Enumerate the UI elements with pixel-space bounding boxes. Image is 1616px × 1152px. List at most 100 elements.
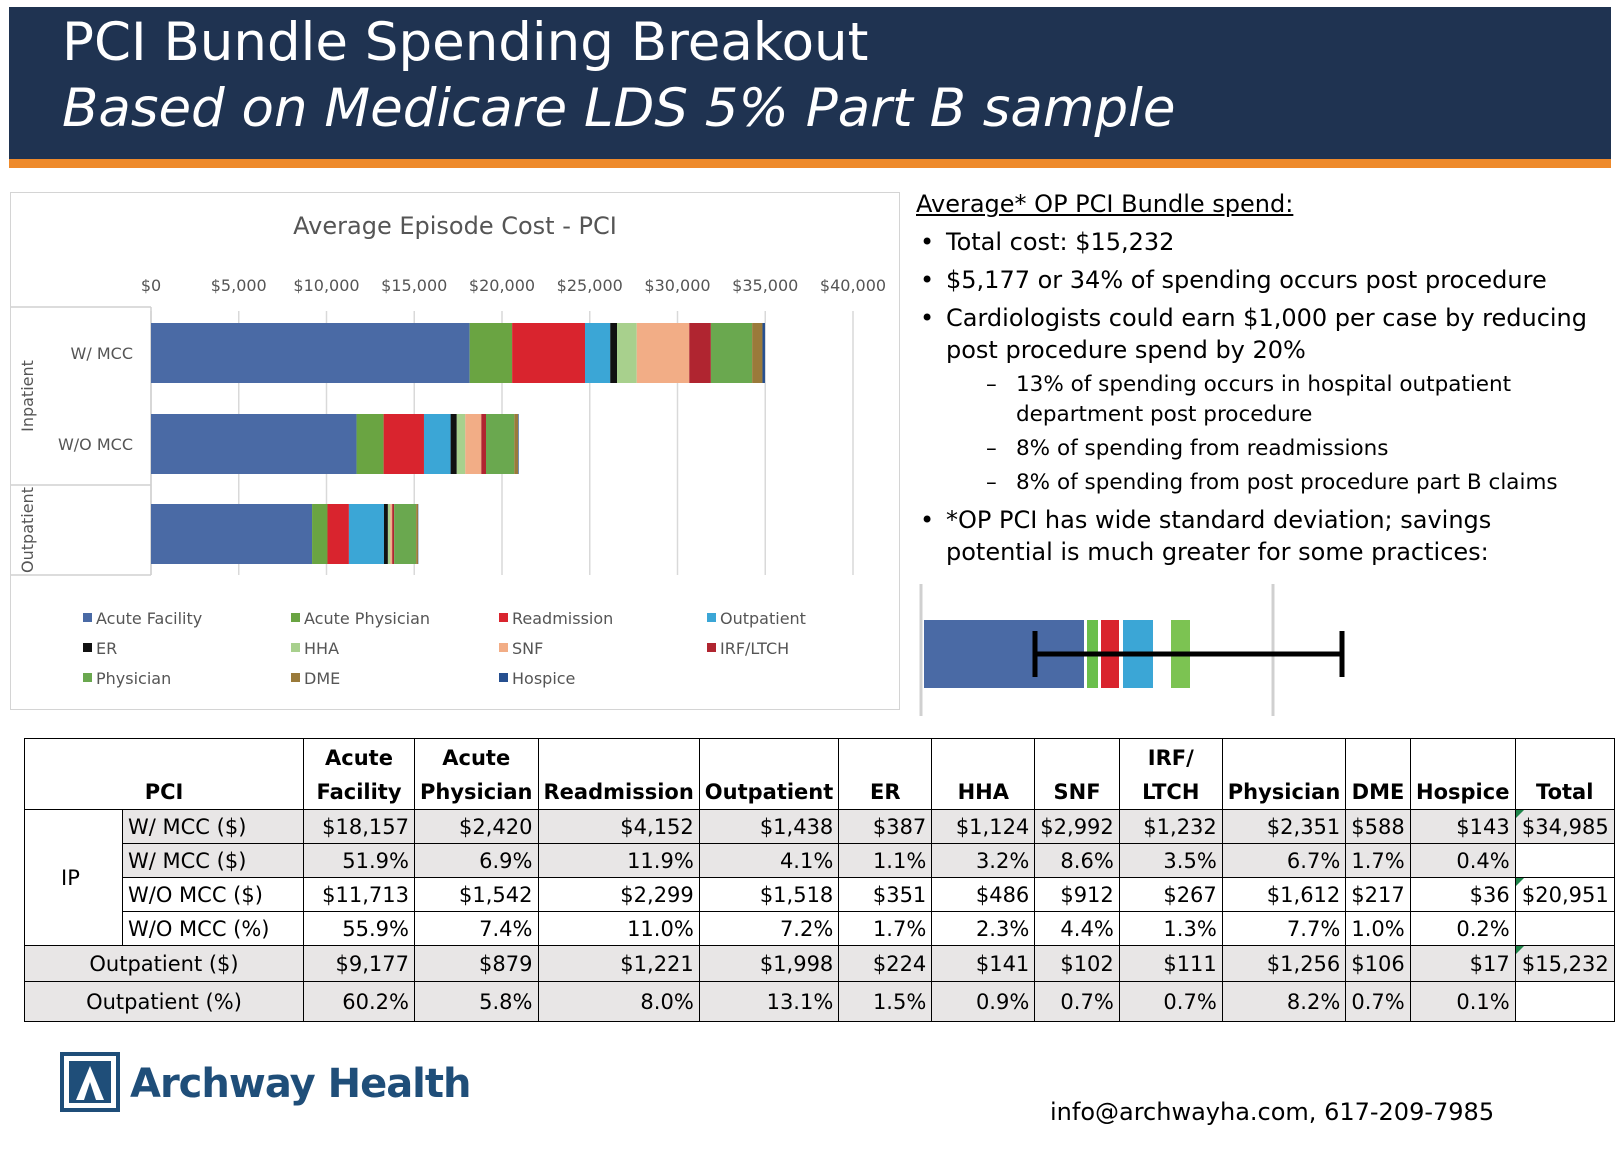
table-cell: 4.4% — [1034, 911, 1120, 946]
legend-label: HHA — [304, 639, 339, 658]
table-cell: $224 — [838, 945, 933, 982]
table-cell: 6.7% — [1221, 843, 1347, 878]
row-label: Outpatient ($) — [24, 945, 304, 982]
bar-segment — [636, 323, 690, 383]
note-standard-deviation: *OP PCI has wide standard deviation; sav… — [916, 504, 1606, 568]
bar-segment — [356, 414, 384, 474]
table-cell: $2,299 — [537, 877, 700, 912]
bar-segment — [312, 504, 328, 564]
table-cell: 0.4% — [1409, 843, 1516, 878]
bar-segment — [584, 323, 611, 383]
table-cell: 11.9% — [537, 843, 700, 878]
bar-segment — [348, 504, 384, 564]
bar-segment — [383, 414, 424, 474]
bar-segment — [416, 504, 419, 564]
category-label: W/O MCC — [58, 435, 133, 454]
bar-segment — [518, 414, 519, 474]
table-cell: 3.5% — [1118, 843, 1223, 878]
table-cell: $1,232 — [1118, 809, 1223, 844]
col-irf-line2: LTCH — [1142, 780, 1200, 804]
note-sd-line2: potential is much greater for some pract… — [946, 538, 1489, 566]
table-cell: 7.2% — [698, 911, 840, 946]
table-cell: 1.7% — [838, 911, 933, 946]
table-cell: 13.1% — [698, 981, 840, 1022]
table-cell: $1,438 — [698, 809, 840, 844]
legend-swatch — [83, 673, 92, 682]
legend-swatch — [707, 613, 716, 622]
total-cell — [1514, 981, 1615, 1022]
table-cell: $4,152 — [537, 809, 700, 844]
table-cell: 0.1% — [1409, 981, 1516, 1022]
page-subtitle: Based on Medicare LDS 5% Part B sample — [62, 78, 1176, 139]
table-cell: $2,992 — [1034, 809, 1120, 844]
col-snf: SNF — [1034, 738, 1120, 810]
std-dev-mini-chart — [919, 584, 1345, 716]
bar-segment — [390, 504, 393, 564]
subnote-readmissions: 8% of spending from readmissions — [916, 434, 1606, 464]
table-cell: 3.2% — [931, 843, 1036, 878]
total-cell — [1514, 843, 1615, 878]
legend-label: Acute Facility — [96, 609, 202, 628]
legend-label: Readmission — [512, 609, 613, 628]
legend-swatch — [707, 643, 716, 652]
legend-swatch — [499, 643, 508, 652]
table-cell: $879 — [414, 945, 539, 982]
x-tick-label: $20,000 — [469, 276, 535, 295]
table-cell: $217 — [1345, 877, 1411, 912]
col-acute-facility: Acute Facility — [303, 738, 415, 810]
table-cell: 60.2% — [303, 981, 415, 1022]
bar-segment — [762, 323, 765, 383]
table-cell: 0.9% — [931, 981, 1036, 1022]
legend-swatch — [83, 613, 92, 622]
category-label: W/ MCC — [71, 344, 133, 363]
legend-label: Hospice — [512, 669, 575, 688]
table-cell: 5.8% — [414, 981, 539, 1022]
bar-segment — [512, 323, 585, 383]
logo-text: Archway Health — [130, 1061, 471, 1107]
table-cell: 1.5% — [838, 981, 933, 1022]
bar-segment — [394, 504, 417, 564]
legend-label: SNF — [512, 639, 543, 658]
col-acute-physician-line1: Acute — [442, 746, 511, 770]
bar-segment — [514, 414, 519, 474]
x-tick-label: $10,000 — [293, 276, 359, 295]
table-cell: 7.4% — [414, 911, 539, 946]
table-cell: 6.9% — [414, 843, 539, 878]
bar-segment — [752, 323, 763, 383]
bar-segment — [689, 323, 711, 383]
table-cell: $1,998 — [698, 945, 840, 982]
bar-segment — [465, 414, 482, 474]
table-cell: $1,124 — [931, 809, 1036, 844]
legend-label: IRF/LTCH — [720, 639, 789, 658]
bar-segment — [387, 504, 391, 564]
header-accent-bar — [9, 159, 1611, 168]
table-cell: $1,221 — [537, 945, 700, 982]
table-cell: 8.0% — [537, 981, 700, 1022]
bar-segment — [392, 504, 395, 564]
notes-heading: Average* OP PCI Bundle spend: — [916, 190, 1294, 218]
table-cell: $588 — [1345, 809, 1411, 844]
ip-group-label: IP — [24, 809, 123, 946]
header-banner — [9, 7, 1611, 159]
table-row: Outpatient ($) $9,177 $879 $1,221 $1,998 $224… — [24, 945, 1615, 982]
table-cell: 2.3% — [931, 911, 1036, 946]
row-label: W/O MCC ($) — [122, 877, 304, 912]
table-cell: $141 — [931, 945, 1036, 982]
table-cell: 0.7% — [1345, 981, 1411, 1022]
table-cell: 55.9% — [303, 911, 415, 946]
legend-label: Acute Physician — [304, 609, 430, 628]
note-cardiologists-line1: Cardiologists could earn $1,000 per case… — [946, 304, 1588, 332]
note-cardiologists-line2: post procedure spend by 20% — [946, 336, 1306, 364]
table-cell: 7.7% — [1221, 911, 1347, 946]
x-tick-label: $5,000 — [211, 276, 267, 295]
bar-segment — [327, 504, 349, 564]
table-cell: 4.1% — [698, 843, 840, 878]
col-irf-ltch: IRF/LTCH — [1118, 738, 1223, 810]
legend-swatch — [291, 613, 300, 622]
archway-logo-icon — [60, 1052, 120, 1112]
legend-label: Outpatient — [720, 609, 806, 628]
bar-segment — [710, 323, 753, 383]
bar-segment — [151, 323, 470, 383]
col-dme: DME — [1345, 738, 1411, 810]
bar-segment — [456, 414, 466, 474]
